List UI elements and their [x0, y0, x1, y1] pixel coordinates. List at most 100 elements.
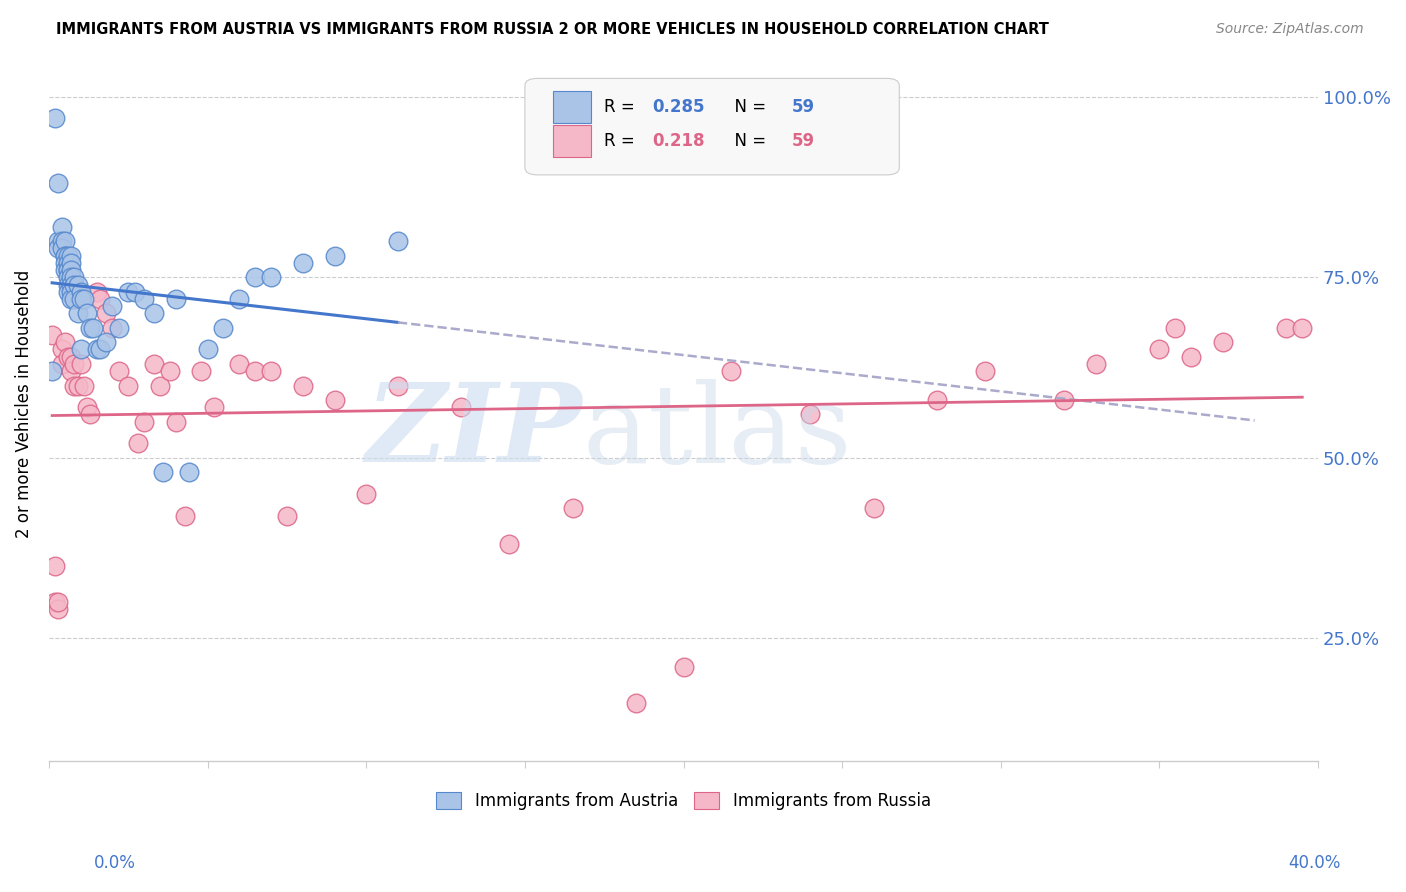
Point	[165, 292, 187, 306]
Point	[89, 343, 111, 357]
Text: ZIP: ZIP	[366, 378, 582, 486]
Text: 59: 59	[792, 98, 814, 116]
Point	[60, 249, 83, 263]
Point	[79, 408, 101, 422]
Y-axis label: 2 or more Vehicles in Household: 2 or more Vehicles in Household	[15, 269, 32, 538]
Point	[48, 177, 70, 191]
Point	[260, 364, 283, 378]
Point	[197, 343, 219, 357]
Point	[53, 249, 76, 263]
Point	[159, 364, 181, 378]
Point	[60, 350, 83, 364]
Point	[1085, 357, 1108, 371]
Point	[799, 408, 821, 422]
Point	[60, 364, 83, 378]
Point	[387, 234, 409, 248]
Point	[53, 249, 76, 263]
Point	[56, 263, 79, 277]
Point	[450, 401, 472, 415]
Point	[107, 364, 129, 378]
Point	[63, 277, 86, 292]
Point	[228, 357, 250, 371]
Point	[69, 292, 91, 306]
Point	[927, 392, 949, 407]
Point	[228, 292, 250, 306]
Point	[63, 292, 86, 306]
Bar	[553, 125, 591, 157]
Point	[1180, 350, 1202, 364]
Point	[53, 335, 76, 350]
Point	[94, 306, 117, 320]
Point	[60, 285, 83, 299]
Point	[56, 285, 79, 299]
Point	[142, 357, 165, 371]
Point	[974, 364, 997, 378]
Point	[127, 436, 149, 450]
Text: 40.0%: 40.0%	[1288, 855, 1341, 872]
Point	[76, 401, 98, 415]
Point	[66, 277, 89, 292]
Text: N =: N =	[724, 98, 772, 116]
Point	[117, 285, 139, 299]
Text: N =: N =	[724, 132, 772, 150]
Point	[66, 306, 89, 320]
Point	[48, 595, 70, 609]
Point	[94, 335, 117, 350]
Point	[51, 219, 73, 234]
Point	[101, 321, 124, 335]
Point	[1053, 392, 1076, 407]
Point	[73, 378, 96, 392]
Point	[63, 378, 86, 392]
Point	[1275, 321, 1298, 335]
Point	[66, 378, 89, 392]
Point	[291, 256, 314, 270]
Point	[323, 392, 346, 407]
Point	[60, 292, 83, 306]
Point	[212, 321, 235, 335]
Text: R =: R =	[603, 98, 640, 116]
Point	[51, 234, 73, 248]
Legend: Immigrants from Austria, Immigrants from Russia: Immigrants from Austria, Immigrants from…	[430, 786, 938, 817]
Point	[56, 263, 79, 277]
Point	[51, 343, 73, 357]
Point	[245, 270, 267, 285]
Point	[48, 234, 70, 248]
Text: 0.218: 0.218	[652, 132, 704, 150]
Text: 59: 59	[792, 132, 814, 150]
Text: atlas: atlas	[582, 379, 852, 486]
Point	[56, 256, 79, 270]
Point	[60, 270, 83, 285]
Point	[73, 292, 96, 306]
Point	[56, 249, 79, 263]
Point	[174, 508, 197, 523]
Point	[165, 415, 187, 429]
Point	[107, 321, 129, 335]
Point	[1149, 343, 1171, 357]
Point	[124, 285, 146, 299]
Point	[82, 321, 104, 335]
Point	[863, 501, 886, 516]
Point	[56, 350, 79, 364]
Point	[1212, 335, 1234, 350]
Point	[69, 285, 91, 299]
Point	[202, 401, 225, 415]
Point	[149, 378, 172, 392]
Point	[53, 234, 76, 248]
Point	[69, 343, 91, 357]
Point	[387, 378, 409, 392]
Text: 0.285: 0.285	[652, 98, 704, 116]
Point	[41, 364, 63, 378]
Point	[1291, 321, 1313, 335]
Point	[561, 501, 583, 516]
Point	[63, 357, 86, 371]
Point	[51, 357, 73, 371]
Point	[86, 285, 108, 299]
Point	[89, 292, 111, 306]
Point	[41, 328, 63, 343]
Point	[323, 249, 346, 263]
Point	[44, 112, 66, 126]
Bar	[553, 91, 591, 123]
Point	[245, 364, 267, 378]
Text: R =: R =	[603, 132, 640, 150]
Point	[44, 559, 66, 574]
